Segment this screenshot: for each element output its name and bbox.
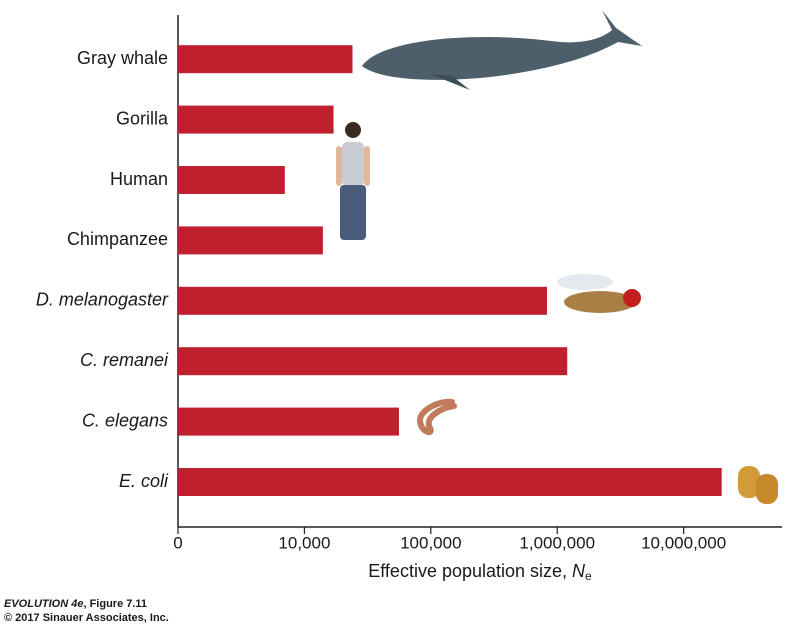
credit-book: EVOLUTION 4e — [4, 598, 83, 610]
x-axis-label-subscript: e — [585, 569, 592, 583]
bar — [178, 226, 323, 255]
y-tick-label: Human — [110, 169, 168, 189]
x-axis-label-symbol: N — [572, 561, 586, 581]
y-tick-label: E. coli — [119, 471, 169, 491]
bar — [178, 347, 568, 376]
y-tick-label: Gray whale — [77, 48, 168, 68]
y-tick-label: Gorilla — [116, 108, 169, 128]
human-illustration — [336, 122, 370, 240]
bar — [178, 286, 547, 315]
credit-figure: EVOLUTION 4e, Figure 7.11 — [4, 598, 147, 610]
x-tick-label: 10,000 — [278, 533, 330, 552]
x-tick-label: 10,000,000 — [641, 533, 726, 552]
credit-copyright: © 2017 Sinauer Associates, Inc. — [4, 612, 169, 624]
y-tick-label: C. remanei — [80, 350, 169, 370]
y-tick-label: Chimpanzee — [67, 229, 168, 249]
x-axis-label-text: Effective population size, — [368, 561, 572, 581]
whale-illustration — [362, 10, 642, 90]
bar — [178, 105, 334, 134]
worm-illustration — [416, 398, 457, 436]
bar — [178, 166, 285, 194]
bar — [178, 45, 353, 74]
y-tick-label: C. elegans — [82, 410, 168, 430]
x-axis-label: Effective population size, Ne — [368, 561, 592, 583]
bacteria-illustration — [738, 466, 778, 504]
x-tick-label: 100,000 — [400, 533, 461, 552]
bar — [178, 468, 722, 496]
y-tick-label: D. melanogaster — [36, 290, 169, 310]
x-tick-label: 1,000,000 — [519, 533, 595, 552]
x-tick-label: 0 — [173, 533, 182, 552]
fly-illustration — [557, 274, 641, 313]
bar — [178, 407, 399, 436]
credit-figure-number: , Figure 7.11 — [83, 598, 147, 610]
